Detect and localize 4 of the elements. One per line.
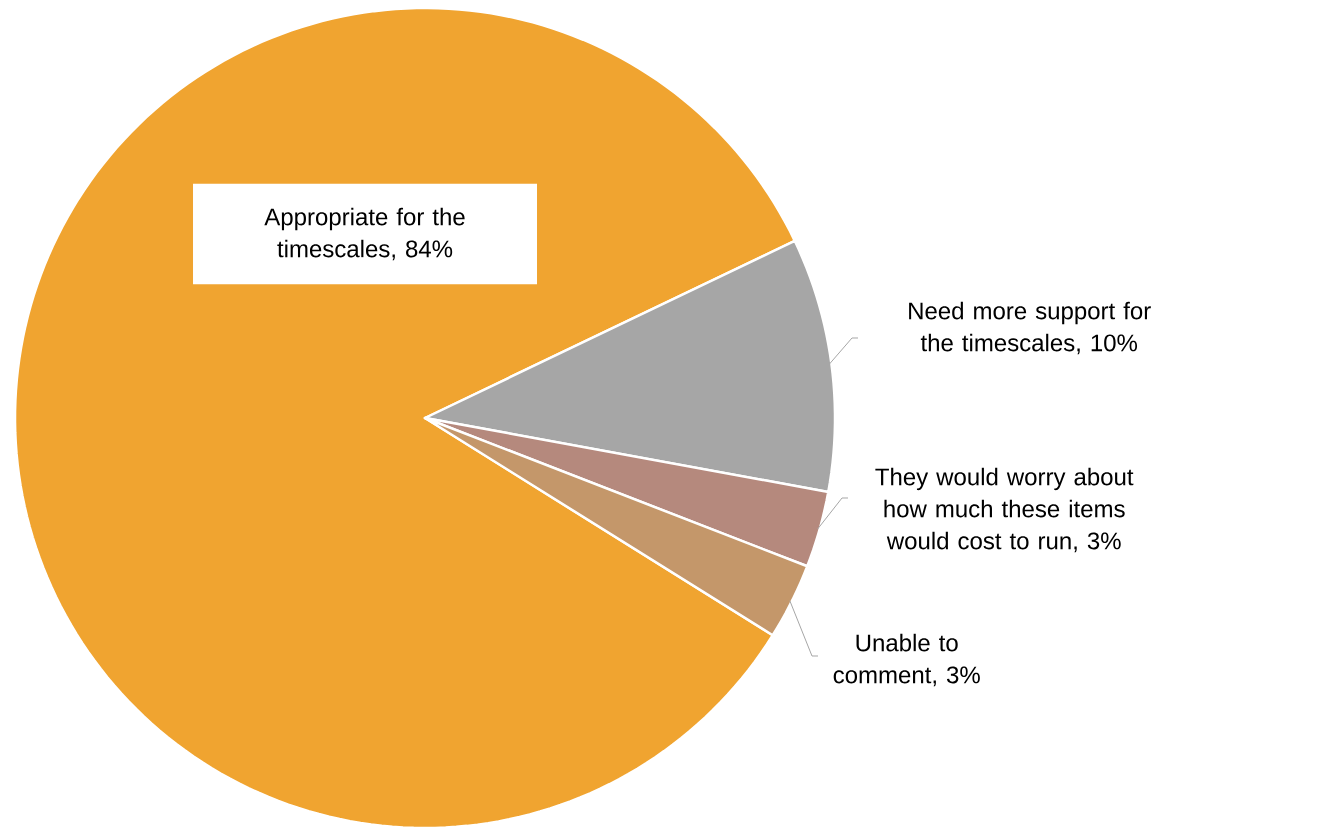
slice-label: Need more support for the timescales, 10% (909, 301, 1151, 355)
slice-label: They would worry about how much these items would cost to run, 3% (875, 467, 1134, 553)
slice-label: Unable to comment, 3% (833, 633, 980, 687)
slice-label: Appropriate for the timescales, 84% (264, 207, 465, 261)
